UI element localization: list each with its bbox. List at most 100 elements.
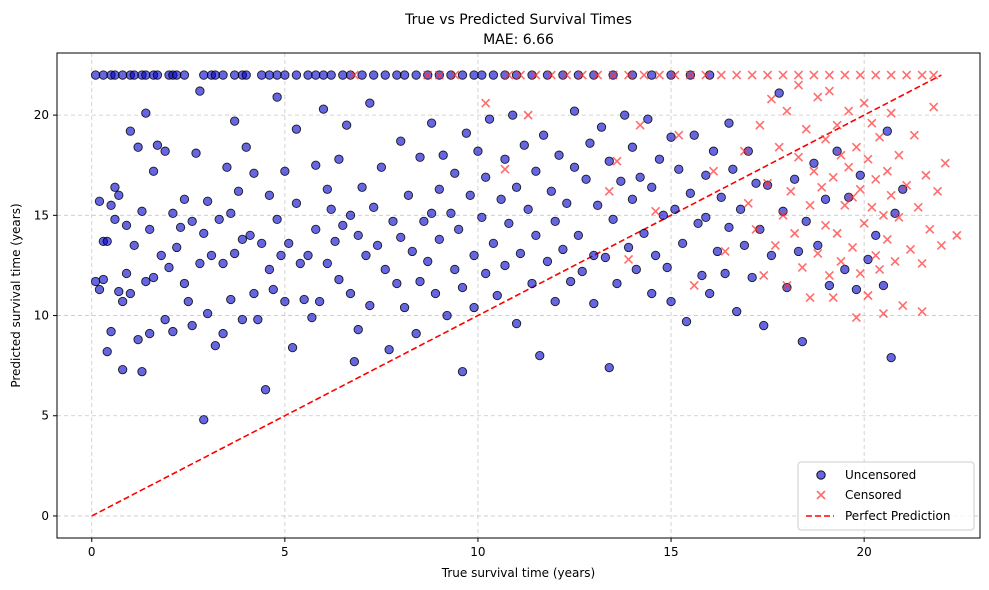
uncensored-point: [600, 252, 611, 263]
uncensored-point: [145, 328, 155, 339]
x-tick-label: 20: [857, 545, 872, 559]
uncensored-point: [430, 288, 441, 299]
uncensored-point: [121, 220, 132, 231]
censored-point: [855, 70, 865, 80]
censored-point: [813, 248, 823, 258]
uncensored-point: [762, 180, 773, 190]
uncensored-point: [353, 230, 363, 241]
censored-point: [940, 158, 950, 168]
uncensored-point: [218, 328, 228, 339]
censored-point: [898, 300, 908, 311]
censored-point: [832, 120, 842, 130]
censored-point: [863, 154, 873, 164]
censored-point: [793, 70, 804, 80]
uncensored-point: [334, 154, 344, 164]
uncensored-point: [272, 214, 282, 224]
uncensored-point: [608, 214, 618, 224]
uncensored-point: [500, 260, 510, 271]
censored-point: [793, 152, 804, 162]
uncensored-point: [739, 240, 750, 251]
uncensored-point: [199, 228, 209, 239]
uncensored-point: [311, 160, 321, 170]
uncensored-point: [446, 208, 456, 218]
censored-point: [871, 174, 881, 184]
uncensored-point: [179, 194, 190, 204]
censored-point: [871, 250, 881, 260]
censored-point: [824, 270, 834, 281]
uncensored-point: [160, 314, 170, 325]
uncensored-point: [318, 104, 329, 114]
uncensored-point: [268, 284, 278, 295]
uncensored-point: [511, 318, 522, 329]
censored-point: [778, 210, 788, 220]
censored-point: [867, 202, 877, 212]
censored-point: [878, 308, 889, 319]
uncensored-point: [546, 186, 556, 196]
legend-perfect-prediction-label: Perfect Prediction: [845, 509, 950, 523]
censored-point: [349, 70, 359, 80]
uncensored-point: [569, 162, 580, 172]
uncensored-point: [712, 246, 723, 257]
censored-point: [867, 118, 877, 128]
uncensored-point: [264, 70, 275, 80]
legend-circle-swatch: [816, 470, 826, 480]
censored-point: [739, 146, 749, 156]
uncensored-point: [102, 346, 112, 357]
uncensored-point: [195, 86, 205, 96]
censored-point: [836, 256, 846, 266]
uncensored-point: [152, 70, 163, 80]
uncensored-point: [114, 190, 124, 200]
uncensored-point: [345, 210, 356, 220]
uncensored-point: [280, 296, 290, 307]
uncensored-point: [399, 302, 410, 313]
uncensored-point: [496, 194, 506, 204]
censored-point: [608, 70, 618, 80]
uncensored-point: [747, 272, 757, 283]
uncensored-point: [125, 288, 136, 299]
censored-point: [817, 182, 827, 192]
censored-point: [820, 134, 831, 144]
uncensored-point: [693, 218, 703, 229]
uncensored-point: [855, 170, 865, 180]
censored-point: [604, 186, 614, 196]
censored-point: [500, 164, 510, 174]
censored-point: [562, 70, 572, 80]
uncensored-point: [863, 254, 873, 265]
uncensored-point: [291, 198, 302, 208]
uncensored-point: [260, 385, 271, 395]
uncensored-point: [357, 70, 367, 80]
censored-point: [481, 98, 491, 108]
uncensored-point: [338, 70, 348, 80]
censored-point: [824, 86, 834, 96]
uncensored-point: [388, 216, 398, 226]
uncensored-point: [415, 276, 425, 287]
uncensored-point: [538, 130, 549, 140]
censored-point: [546, 70, 556, 80]
uncensored-point: [442, 310, 452, 321]
uncensored-point: [484, 114, 495, 124]
uncensored-point: [589, 298, 599, 309]
legend-x-swatch: [816, 490, 826, 500]
censored-point: [894, 212, 904, 222]
uncensored-point: [129, 70, 139, 80]
censored-point: [929, 70, 939, 80]
censored-point: [515, 70, 525, 80]
censored-point: [751, 224, 761, 234]
uncensored-point: [380, 264, 390, 275]
uncensored-point: [141, 276, 151, 287]
uncensored-point: [164, 262, 174, 273]
uncensored-point: [685, 188, 696, 198]
uncensored-point: [573, 230, 584, 241]
censored-point: [790, 228, 800, 238]
uncensored-point: [782, 282, 792, 293]
censored-point: [921, 170, 931, 180]
uncensored-point: [701, 170, 711, 180]
uncensored-point: [148, 272, 159, 283]
uncensored-point: [110, 70, 120, 80]
uncensored-point: [824, 280, 835, 291]
uncensored-point: [365, 98, 375, 108]
uncensored-point: [322, 184, 332, 194]
uncensored-point: [473, 146, 483, 156]
uncensored-point: [287, 342, 298, 353]
x-tick-label: 0: [88, 545, 96, 559]
